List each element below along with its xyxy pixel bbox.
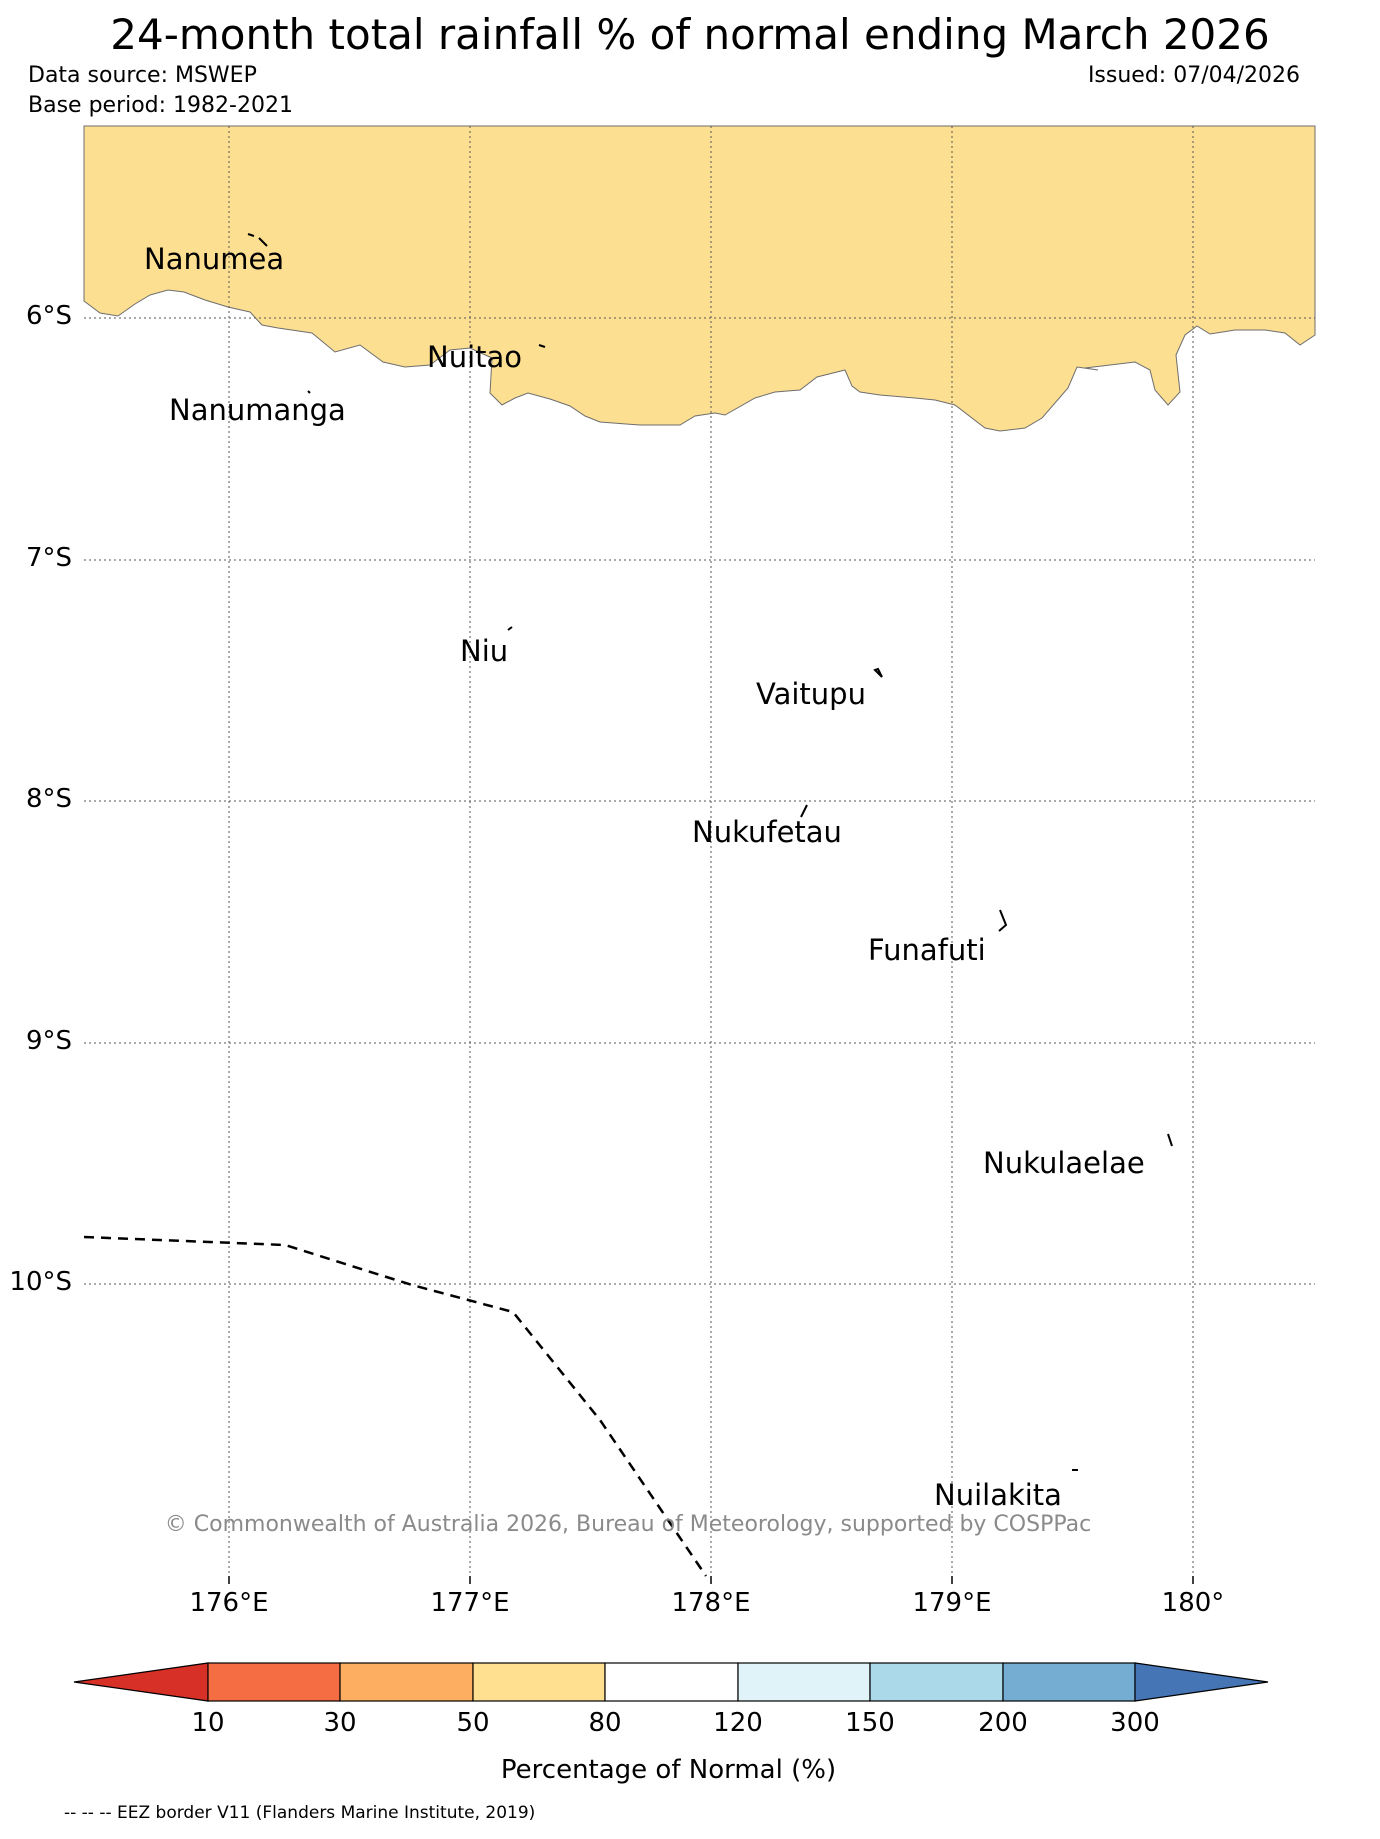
place-label-nuilakita: Nuilakita: [934, 1478, 1062, 1512]
island-nanumea: [247, 233, 268, 247]
place-label-nanumea: Nanumea: [144, 242, 285, 276]
island-nukulaelae: [1167, 1133, 1173, 1147]
colorbar-segment-50-80: [472, 1662, 606, 1702]
island-nukufetau: [800, 804, 808, 818]
lon-ticks: [228, 1576, 1194, 1584]
colorbar-segment-80-120: [604, 1662, 739, 1702]
colorbar-segment-150-200: [869, 1662, 1004, 1702]
copyright-notice: © Commonwealth of Australia 2026, Bureau…: [164, 1512, 1092, 1537]
colorbar-tick-300: 300: [1110, 1708, 1160, 1738]
island-niu: [507, 626, 513, 631]
colorbar-tick-150: 150: [845, 1708, 895, 1738]
colorbar-tick-80: 80: [588, 1708, 622, 1738]
lon-label-180: 180°: [1161, 1588, 1225, 1618]
lon-label-178e: 178°E: [671, 1588, 751, 1618]
lon-label-176e: 176°E: [189, 1588, 269, 1618]
issued-date: Issued: 07/04/2026: [1087, 63, 1300, 88]
gridlines: [84, 126, 1315, 1576]
colorbar-segment-200-300: [1002, 1662, 1136, 1702]
lon-label-179e: 179°E: [912, 1588, 992, 1618]
colorbar-title: Percentage of Normal (%): [500, 1755, 837, 1785]
island-nuitao: [538, 344, 546, 348]
eez-border-note: -- -- -- EEZ border V11 (Flanders Marine…: [64, 1803, 536, 1823]
lat-label-9s: 9°S: [25, 1026, 72, 1056]
lat-label-7s: 7°S: [25, 543, 72, 573]
place-label-nanumanga: Nanumanga: [169, 393, 346, 427]
colorbar-tick-50: 50: [456, 1708, 490, 1738]
colorbar-tick-200: 200: [978, 1708, 1028, 1738]
island-funafuti: [998, 909, 1008, 932]
place-label-funafuti: Funafuti: [868, 933, 986, 967]
rainfall-region-50-80: [83, 125, 1316, 432]
lon-label-177e: 177°E: [430, 1588, 510, 1618]
place-label-nuitao: Nuitao: [427, 340, 523, 374]
data-source: Data source: MSWEP: [28, 63, 257, 88]
place-label-nukufetau: Nukufetau: [692, 815, 842, 849]
colorbar-segment-120-150: [737, 1662, 871, 1702]
lat-label-10s: 10°S: [9, 1267, 72, 1297]
lat-label-8s: 8°S: [25, 784, 72, 814]
colorbar-tick-10: 10: [191, 1708, 225, 1738]
colorbar: [73, 1662, 1269, 1702]
lat-label-6s: 6°S: [25, 301, 72, 331]
place-label-niu: Niu: [460, 634, 509, 668]
colorbar-tick-30: 30: [323, 1708, 357, 1738]
island-vaitupu: [873, 667, 883, 678]
colorbar-tick-120: 120: [713, 1708, 763, 1738]
islands: [247, 233, 1173, 1471]
island-nanumanga: [307, 390, 311, 394]
colorbar-segment-below-10: [73, 1662, 209, 1702]
colorbar-segment-30-50: [339, 1662, 474, 1702]
colorbar-segment-10-30: [207, 1662, 341, 1702]
base-period: Base period: 1982-2021: [28, 93, 293, 118]
page-title: 24-month total rainfall % of normal endi…: [110, 10, 1270, 59]
place-label-nukulaelae: Nukulaelae: [983, 1146, 1145, 1180]
colorbar-segment-above-300: [1134, 1662, 1269, 1702]
place-label-vaitupu: Vaitupu: [756, 677, 866, 711]
